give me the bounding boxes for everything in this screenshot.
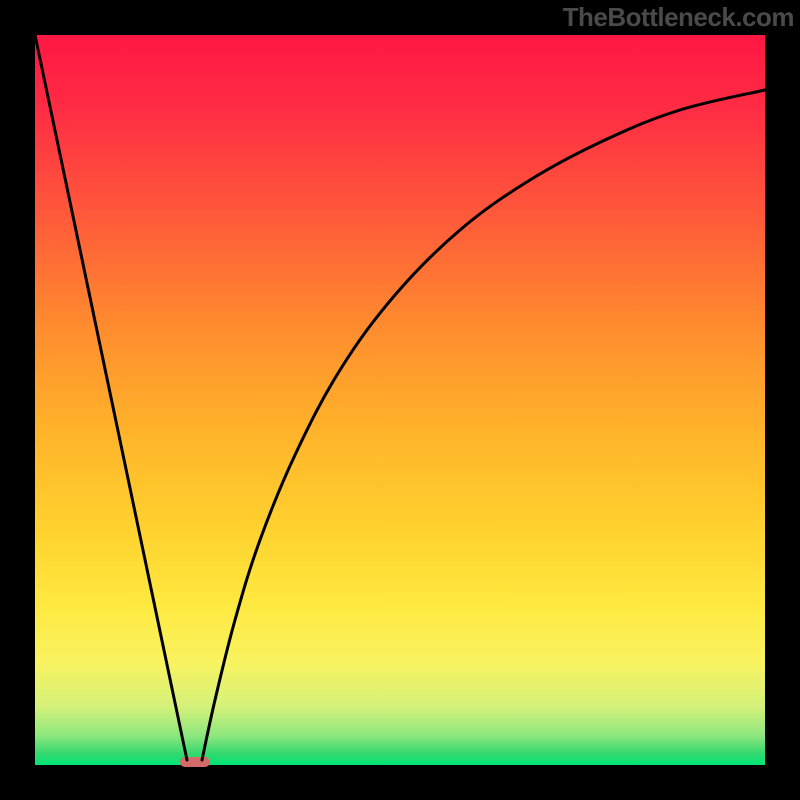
plot-background <box>35 35 765 765</box>
chart-container: TheBottleneck.com <box>0 0 800 800</box>
watermark-text: TheBottleneck.com <box>563 2 794 33</box>
bottom-marker <box>180 757 210 767</box>
chart-svg <box>0 0 800 800</box>
